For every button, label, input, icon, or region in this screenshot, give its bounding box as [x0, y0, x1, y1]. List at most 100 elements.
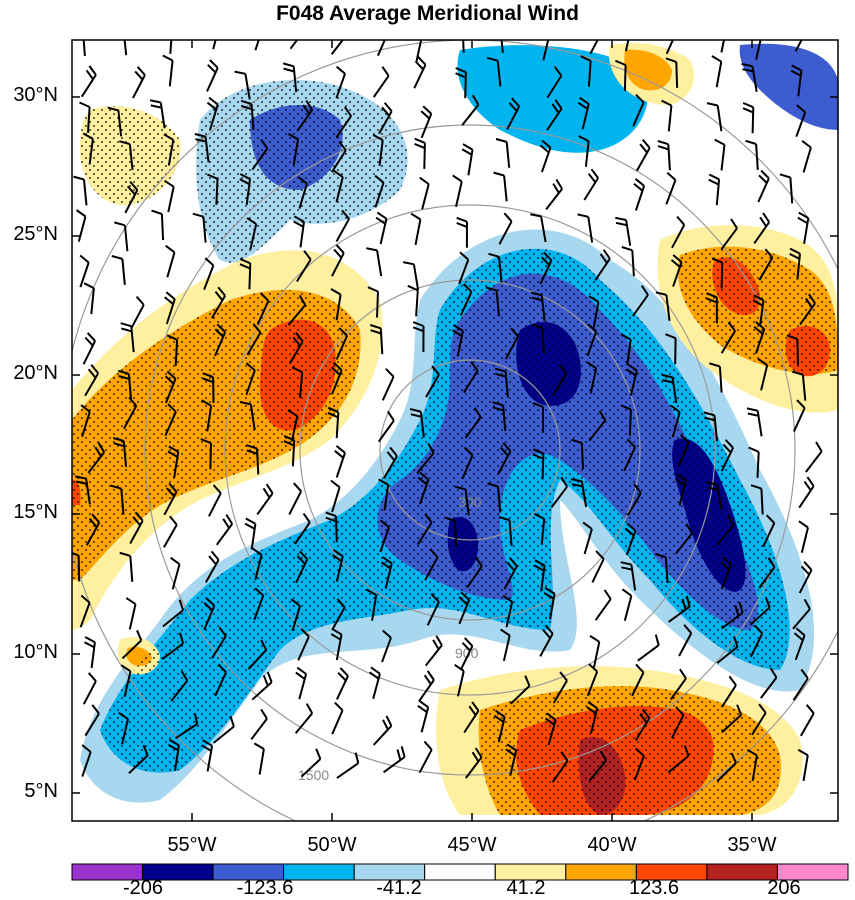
wind-barb	[160, 213, 165, 241]
wind-barb	[123, 671, 132, 697]
wind-barb-feather	[805, 704, 815, 714]
wind-barb-feather	[162, 54, 174, 62]
wind-barb	[129, 555, 134, 582]
wind-barb-feather	[580, 55, 592, 62]
wind-barb-feather	[83, 282, 95, 290]
lat-label-5n: 5°N	[24, 780, 58, 802]
wind-barb-feather	[704, 416, 716, 422]
wind-barb-feather	[722, 556, 732, 566]
wind-barb	[586, 671, 599, 697]
wind-barb-feather	[417, 56, 427, 66]
wind-barb-feather	[97, 442, 106, 453]
wind-barb-feather	[283, 440, 295, 447]
wind-barb-feather	[800, 20, 807, 28]
wind-barb-feather	[685, 523, 693, 534]
wind-barb-feather	[675, 478, 686, 487]
range-ring-900	[224, 204, 716, 696]
wind-barb	[294, 521, 311, 545]
wind-barb	[633, 755, 645, 781]
wind-barb-feather	[424, 513, 433, 524]
wind-barb-feather	[808, 293, 816, 304]
wind-barb-feather	[727, 321, 736, 332]
wind-barb-feather	[234, 70, 246, 75]
positive-region-top-mid	[624, 49, 672, 91]
wind-barb-feather	[335, 244, 345, 254]
wind-barb	[626, 492, 642, 516]
wind-barb-feather	[490, 24, 501, 27]
wind-barb-feather	[414, 60, 424, 71]
wind-barb	[542, 40, 550, 61]
wind-barb-feather	[113, 26, 124, 29]
wind-barb-feather	[633, 183, 644, 192]
wind-barb-feather	[461, 642, 471, 652]
wind-barb-feather	[640, 285, 649, 296]
wind-barb-feather	[797, 748, 809, 757]
wind-barb-feather	[500, 628, 511, 637]
wind-barb-feather	[120, 664, 132, 673]
wind-barb-feather	[325, 516, 337, 523]
wind-barb-feather	[676, 215, 686, 226]
wind-barb	[170, 679, 189, 702]
wind-barb	[289, 40, 299, 50]
lon-label-50w: 50°W	[307, 834, 357, 856]
wind-barb-feather	[179, 632, 185, 644]
wind-barb	[298, 183, 308, 209]
wind-barb	[632, 294, 649, 317]
wind-barb-feather	[452, 28, 462, 31]
wind-barb-feather	[627, 363, 638, 372]
wind-barb-feather	[456, 216, 468, 223]
wind-barb	[718, 366, 723, 393]
wind-barb	[762, 522, 776, 548]
wind-barb-feather	[245, 517, 256, 525]
wind-barb-feather	[305, 100, 314, 111]
wind-barb	[541, 327, 546, 354]
wind-barb	[421, 183, 430, 210]
wind-barb	[162, 609, 184, 628]
wind-barb-feather	[165, 244, 176, 254]
wind-barb	[416, 521, 433, 546]
wind-barb	[209, 443, 212, 470]
wind-barb	[587, 216, 594, 243]
wind-barb-feather	[552, 183, 560, 194]
wind-barb-feather	[706, 292, 718, 299]
wind-barb-feather	[511, 97, 520, 108]
wind-barb	[540, 518, 546, 545]
wind-barb	[716, 762, 737, 782]
wind-barb-feather	[73, 175, 85, 181]
wind-barb-feather	[169, 515, 178, 526]
wind-barb-feather	[796, 104, 806, 114]
wind-barb	[675, 61, 679, 88]
wind-barb-feather	[417, 704, 428, 714]
wind-barb-feather	[468, 705, 477, 716]
wind-barb	[79, 602, 91, 628]
wind-barb	[586, 330, 598, 357]
lat-label-15n: 15°N	[13, 501, 58, 523]
wind-barb-feather	[112, 437, 125, 442]
colorbar-label-5: 123.6	[628, 877, 680, 899]
wind-barb-feather	[639, 713, 648, 724]
wind-barb-feather	[75, 480, 88, 485]
stipple-central	[100, 248, 790, 773]
lat-label-30n: 30°N	[13, 84, 58, 106]
wind-barb-feather	[417, 476, 428, 486]
wind-barb-feather	[266, 671, 273, 683]
wind-barb-feather	[806, 476, 815, 487]
wind-barb	[376, 291, 379, 318]
wind-barb-feather	[738, 601, 744, 614]
wind-barb	[214, 671, 228, 697]
wind-barb	[297, 636, 310, 661]
wind-barbs	[72, 20, 823, 783]
wind-barb	[463, 369, 479, 394]
wind-barb	[123, 40, 128, 56]
wind-barb-feather	[487, 482, 499, 488]
wind-barb-feather	[382, 629, 392, 639]
wind-barb	[206, 405, 213, 432]
wind-barb	[671, 714, 685, 739]
wind-barb	[667, 105, 673, 132]
wind-barb-feather	[180, 670, 189, 682]
wind-barb	[792, 608, 811, 630]
wind-barb-feather	[239, 173, 251, 180]
wind-barb-feather	[655, 291, 667, 296]
wind-barb-feather	[296, 666, 307, 675]
wind-barb	[121, 718, 129, 745]
